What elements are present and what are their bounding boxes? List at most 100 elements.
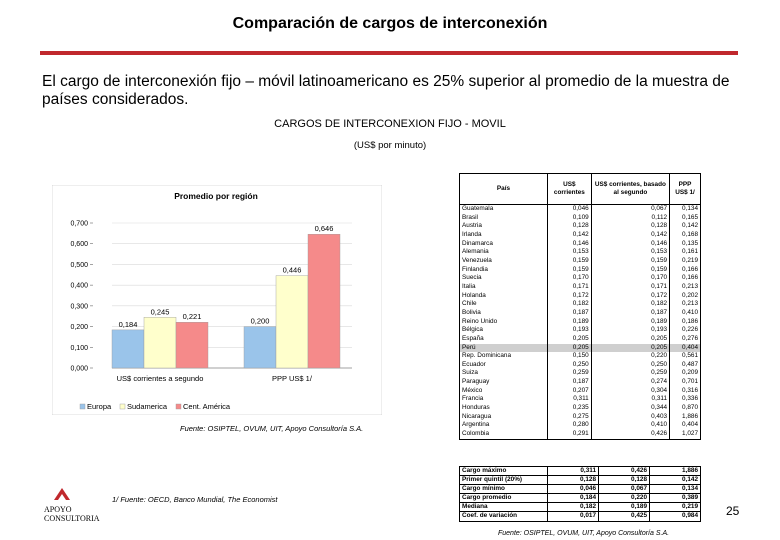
- row-value: 0,170: [547, 274, 592, 283]
- row-value: 0,134: [649, 484, 701, 495]
- row-label: Guatemala: [459, 204, 548, 214]
- row-value: 0,213: [669, 282, 701, 292]
- y-tick-label: 0,700: [70, 221, 88, 228]
- row-value: 0,209: [669, 369, 701, 379]
- row-value: 0,142: [669, 222, 701, 231]
- row-value: 0,146: [547, 239, 592, 249]
- row-value: 0,389: [649, 493, 701, 504]
- row-value: 0,410: [669, 308, 701, 318]
- row-value: 0,168: [669, 230, 701, 240]
- table-row: Suecia 0,170 0,170 0,166: [459, 274, 701, 283]
- bar: [243, 326, 277, 369]
- table-header-row: País US$ corrientes US$ corrientes, basa…: [459, 173, 701, 205]
- row-value: 0,870: [669, 404, 701, 413]
- logo-word2: CONSULTORIA: [44, 514, 100, 523]
- row-value: 0,182: [547, 300, 592, 309]
- row-value: 0,984: [649, 511, 701, 522]
- row-value: 0,161: [669, 248, 701, 257]
- table-row: Suiza 0,259 0,259 0,209: [459, 369, 701, 379]
- row-value: 0,184: [547, 493, 599, 504]
- legend-label: Cent. América: [183, 402, 231, 411]
- row-label: Bélgica: [459, 326, 548, 335]
- row-value: 0,213: [669, 300, 701, 309]
- row-value: 0,311: [590, 395, 671, 405]
- row-value: 0,250: [547, 360, 592, 370]
- row-label: Cargo máximo: [459, 465, 548, 477]
- row-value: 0,404: [669, 421, 701, 431]
- row-value: 0,193: [547, 326, 592, 335]
- row-value: 0,235: [547, 404, 592, 413]
- bar: [175, 322, 209, 369]
- chart-units: (US$ por minuto): [353, 140, 427, 151]
- row-value: 0,017: [547, 511, 599, 522]
- col-header-usd-second: US$ corrientes, basado al segundo: [590, 173, 671, 205]
- row-value: 0,171: [547, 282, 592, 292]
- col-header-usd: US$ corrientes: [547, 173, 592, 205]
- x-category-label: US$ corrientes a segundo: [117, 374, 204, 383]
- row-label: Venezuela: [459, 256, 548, 266]
- table-row: Reino Unido 0,189 0,189 0,186: [459, 317, 701, 327]
- legend-label: Sudamerica: [127, 402, 168, 411]
- table-row: Alemania 0,153 0,153 0,161: [459, 248, 701, 257]
- bar: [307, 233, 341, 369]
- table-row: Honduras 0,235 0,344 0,870: [459, 404, 701, 413]
- row-value: 0,046: [547, 204, 592, 214]
- table-row: Francia 0,311 0,311 0,336: [459, 395, 701, 405]
- row-value: 0,128: [590, 222, 671, 231]
- row-value: 0,259: [590, 369, 671, 379]
- table-row: Venezuela 0,159 0,159 0,219: [459, 256, 701, 266]
- row-value: 0,134: [669, 204, 701, 214]
- page-number: 25: [726, 504, 740, 518]
- row-label: Ecuador: [459, 360, 548, 370]
- row-label: Francia: [459, 395, 548, 405]
- bar-value-label: 0,221: [183, 312, 202, 321]
- row-value: 0,109: [547, 213, 592, 223]
- row-label: Suecia: [459, 274, 548, 283]
- bar-value-label: 0,446: [283, 266, 302, 275]
- summary-row: Cargo mínimo 0,046 0,067 0,134: [459, 484, 701, 495]
- row-value: 0,153: [547, 248, 592, 257]
- row-value: 0,220: [590, 352, 671, 361]
- page-title: Comparación de cargos de interconexión: [232, 15, 548, 32]
- table-row: Nicaragua 0,275 0,403 1,886: [459, 412, 701, 422]
- table-row: España 0,205 0,205 0,276: [459, 334, 701, 344]
- row-label: Suiza: [459, 369, 548, 379]
- row-value: 0,166: [669, 265, 701, 275]
- table-row: Dinamarca 0,146 0,146 0,135: [459, 239, 701, 249]
- row-value: 0,193: [590, 326, 671, 335]
- interconnection-table: País US$ corrientes US$ corrientes, basa…: [459, 173, 701, 440]
- row-value: 0,189: [598, 502, 650, 513]
- row-value: 0,701: [669, 378, 701, 387]
- row-value: 0,142: [590, 230, 671, 240]
- legend-swatch: [119, 403, 126, 410]
- bar: [275, 275, 309, 369]
- region-average-chart: Promedio por región 0,000 0,100 0,200 0,300…: [52, 185, 382, 415]
- row-value: 0,159: [590, 256, 671, 266]
- table-row: Paraguay 0,187 0,274 0,701: [459, 378, 701, 387]
- row-value: 0,128: [547, 475, 599, 486]
- logo-word1: APOYO: [44, 505, 72, 514]
- row-value: 0,410: [590, 421, 671, 431]
- row-value: 0,187: [590, 308, 671, 318]
- row-value: 0,226: [669, 326, 701, 335]
- legend-label: Europa: [87, 402, 112, 411]
- row-label: Brasil: [459, 213, 548, 223]
- row-label: Rep. Dominicana: [459, 352, 548, 361]
- y-tick-label: 0,000: [70, 366, 88, 373]
- table-row: Ecuador 0,250 0,250 0,487: [459, 360, 701, 370]
- row-value: 0,219: [669, 256, 701, 266]
- bar-value-label: 0,245: [151, 307, 170, 316]
- row-value: 0,067: [590, 204, 671, 214]
- row-value: 0,150: [547, 352, 592, 361]
- row-value: 0,250: [590, 360, 671, 370]
- row-value: 0,142: [649, 475, 701, 486]
- row-label: Perú: [459, 343, 548, 353]
- row-value: 0,561: [669, 352, 701, 361]
- row-label: Bolivia: [459, 308, 548, 318]
- table-row: Bolivia 0,187 0,187 0,410: [459, 308, 701, 318]
- y-tick-label: 0,600: [70, 241, 88, 248]
- summary-table: Cargo máximo 0,311 0,426 1,886 Primer quinti…: [459, 465, 701, 522]
- row-value: 0,275: [547, 412, 592, 422]
- bar-value-label: 0,184: [119, 320, 138, 329]
- row-value: 0,259: [547, 369, 592, 379]
